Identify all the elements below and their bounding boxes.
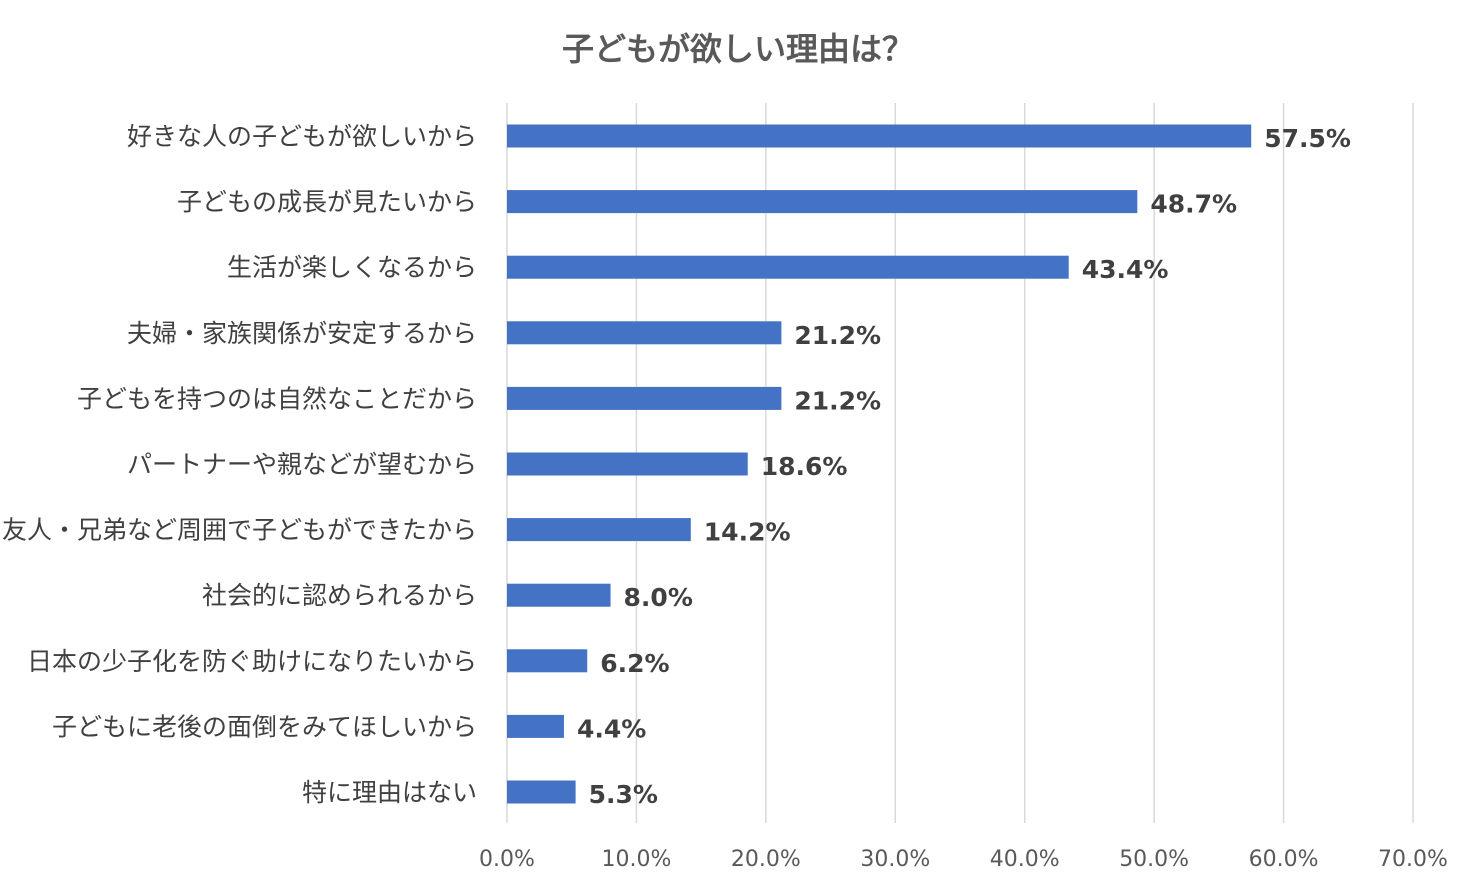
bar	[507, 518, 691, 542]
bar	[507, 649, 588, 673]
data-labels: 57.5% 48.7% 43.4% 21.2% 21.2% 18.6% 14.2% 8.0% 6…	[577, 124, 1351, 809]
data-label: 21.2%	[794, 386, 881, 415]
category-label: 子どもの成長が見たいから	[177, 188, 477, 217]
x-tick-label: 0.0%	[479, 847, 535, 872]
bar	[507, 255, 1069, 279]
category-labels: 好きな人の子どもが欲しいから子どもの成長が見たいから生活が楽しくなるから夫婦・家…	[2, 122, 477, 807]
data-label: 6.2%	[600, 649, 669, 678]
category-label: 夫婦・家族関係が安定するから	[127, 319, 477, 348]
category-label: 社会的に認められるから	[202, 581, 477, 610]
bar	[507, 452, 748, 476]
category-label: パートナーや親などが望むから	[127, 450, 477, 479]
category-label: 日本の少子化を防ぐ助けになりたいから	[27, 647, 477, 676]
bar	[507, 321, 782, 345]
data-label: 18.6%	[761, 452, 848, 481]
x-tick-label: 40.0%	[990, 847, 1060, 872]
data-label: 4.4%	[577, 714, 646, 743]
bar	[507, 714, 564, 738]
x-tick-label: 10.0%	[601, 847, 671, 872]
data-label: 57.5%	[1264, 124, 1351, 153]
x-tick-label: 70.0%	[1378, 847, 1448, 872]
bar	[507, 583, 611, 607]
data-label: 8.0%	[624, 583, 693, 612]
category-label: 友人・兄弟など周囲で子どもができたから	[2, 516, 477, 545]
bar	[507, 124, 1252, 148]
category-label: 子どもを持つのは自然なことだから	[77, 384, 477, 413]
x-tick-label: 60.0%	[1249, 847, 1319, 872]
data-label: 14.2%	[704, 518, 791, 547]
data-label: 43.4%	[1082, 255, 1169, 284]
bar	[507, 780, 576, 804]
x-tick-label: 20.0%	[731, 847, 801, 872]
category-label: 生活が楽しくなるから	[227, 253, 477, 282]
x-tick-label: 50.0%	[1119, 847, 1189, 872]
chart-title: 子どもが欲しい理由は？	[562, 30, 914, 68]
category-label: 特に理由はない	[302, 778, 477, 807]
data-label: 21.2%	[794, 321, 881, 350]
data-label: 48.7%	[1150, 190, 1237, 219]
bars	[507, 124, 1252, 804]
bar	[507, 190, 1138, 214]
x-tick-label: 30.0%	[860, 847, 930, 872]
x-axis-tick-labels: 0.0% 10.0% 20.0% 30.0% 40.0% 50.0% 60.0% 70.0%	[479, 847, 1448, 872]
bar	[507, 386, 782, 410]
category-label: 好きな人の子どもが欲しいから	[127, 122, 477, 151]
gridlines	[506, 103, 1414, 823]
category-label: 子どもに老後の面倒をみてほしいから	[52, 712, 477, 741]
data-label: 5.3%	[589, 780, 658, 809]
